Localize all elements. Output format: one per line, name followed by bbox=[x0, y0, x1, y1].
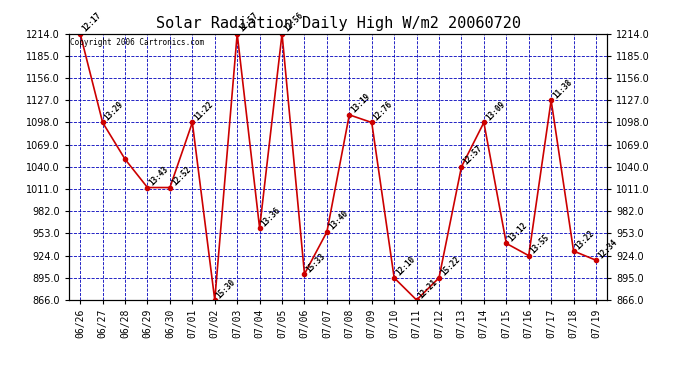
Text: 11:38: 11:38 bbox=[551, 78, 574, 100]
Text: 11:22: 11:22 bbox=[193, 100, 215, 123]
Text: 15:33: 15:33 bbox=[304, 251, 327, 274]
Text: 13:29: 13:29 bbox=[103, 100, 126, 123]
Text: 13:40: 13:40 bbox=[327, 209, 350, 232]
Text: 13:22: 13:22 bbox=[573, 228, 596, 251]
Text: 12:34: 12:34 bbox=[596, 237, 619, 260]
Text: 12:57: 12:57 bbox=[237, 11, 260, 34]
Text: Copyright 2006 Cartronics.com: Copyright 2006 Cartronics.com bbox=[70, 38, 204, 47]
Title: Solar Radiation Daily High W/m2 20060720: Solar Radiation Daily High W/m2 20060720 bbox=[156, 16, 520, 31]
Text: 12:10: 12:10 bbox=[394, 255, 417, 278]
Text: 12:56: 12:56 bbox=[282, 11, 305, 34]
Text: 15:22: 15:22 bbox=[439, 255, 462, 278]
Text: 13:19: 13:19 bbox=[349, 92, 372, 115]
Text: 13:12: 13:12 bbox=[506, 220, 529, 243]
Text: 13:09: 13:09 bbox=[484, 100, 506, 123]
Text: 15:30: 15:30 bbox=[215, 277, 237, 300]
Text: 12:57: 12:57 bbox=[462, 144, 484, 167]
Text: 13:55: 13:55 bbox=[529, 233, 551, 256]
Text: 12:17: 12:17 bbox=[80, 11, 103, 34]
Text: 12:21: 12:21 bbox=[417, 277, 440, 300]
Text: 13:36: 13:36 bbox=[259, 206, 282, 228]
Text: 12:52: 12:52 bbox=[170, 165, 193, 188]
Text: 12:76: 12:76 bbox=[372, 100, 395, 123]
Text: 13:43: 13:43 bbox=[148, 165, 170, 188]
